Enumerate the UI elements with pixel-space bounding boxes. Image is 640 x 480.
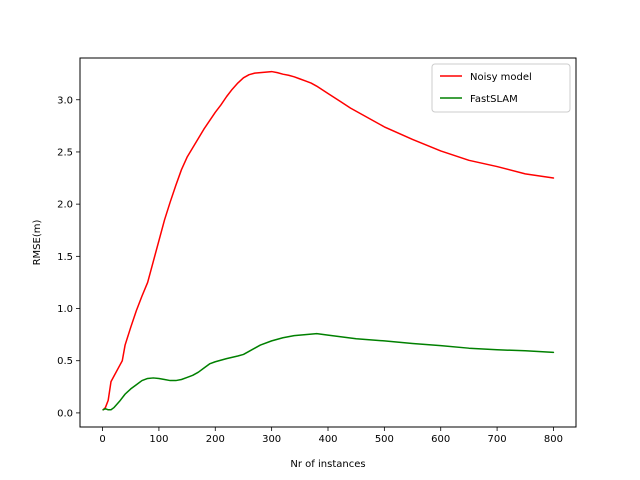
- x-tick-label: 400: [318, 434, 337, 445]
- y-axis-title: RMSE(m): [32, 220, 43, 266]
- legend-label-1: FastSLAM: [470, 94, 518, 105]
- x-tick-label: 300: [262, 434, 281, 445]
- y-tick-label: 2.0: [57, 200, 73, 211]
- x-tick-label: 500: [375, 434, 394, 445]
- x-tick-label: 0: [99, 434, 105, 445]
- y-tick-label: 1.0: [57, 304, 73, 315]
- x-axis-title: Nr of instances: [290, 459, 365, 470]
- x-tick-label: 700: [488, 434, 507, 445]
- x-tick-label: 600: [431, 434, 450, 445]
- plot-area: [102, 70, 555, 411]
- series-line-1: [102, 332, 555, 411]
- y-tick-label: 1.5: [57, 252, 73, 263]
- x-tick-label: 800: [544, 434, 563, 445]
- legend-box: [431, 63, 571, 113]
- x-axis: 0 100 200 300 400 500 600 700 800: [99, 427, 563, 445]
- y-tick-label: 0.0: [57, 408, 73, 419]
- legend: Noisy model FastSLAM: [431, 63, 571, 113]
- axes-frame: [79, 57, 577, 428]
- x-tick-label: 200: [206, 434, 225, 445]
- y-tick-label: 2.5: [57, 147, 73, 158]
- series-line-0: [102, 70, 555, 411]
- x-tick-label: 100: [149, 434, 168, 445]
- legend-label-0: Noisy model: [470, 72, 532, 83]
- y-axis: 0.0 0.5 1.0 1.5 2.0 2.5 3.0: [57, 95, 80, 419]
- y-tick-label: 3.0: [57, 95, 73, 106]
- y-tick-label: 0.5: [57, 356, 73, 367]
